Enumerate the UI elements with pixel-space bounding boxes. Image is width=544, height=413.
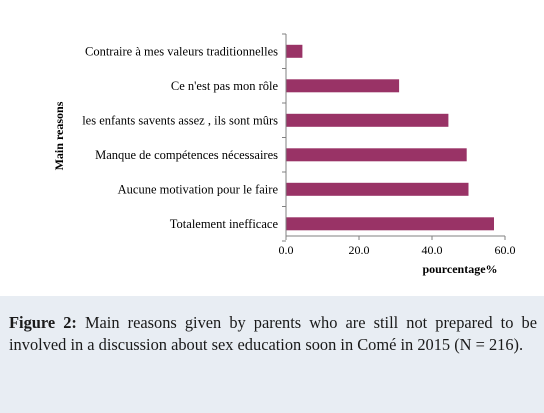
category-label-3: Manque de compétences nécessaires xyxy=(95,148,278,162)
category-label-5: Totalement inefficace xyxy=(170,217,279,231)
category-label-4: Aucune motivation pour le faire xyxy=(118,182,279,196)
category-label-2: les enfants savents assez , ils sont mûr… xyxy=(82,113,278,127)
figure-caption: Figure 2: Main reasons given by parents … xyxy=(9,312,537,356)
bar-3 xyxy=(286,148,467,162)
bar-5 xyxy=(286,217,494,231)
bar-1 xyxy=(286,79,400,93)
x-tick-label-0: 0.0 xyxy=(279,243,294,257)
category-label-1: Ce n'est pas mon rôle xyxy=(171,79,279,93)
bar-4 xyxy=(286,182,469,196)
x-tick-label-1: 20.0 xyxy=(349,243,370,257)
x-tick-label-3: 60.0 xyxy=(495,243,516,257)
caption-label: Figure 2: xyxy=(9,313,77,332)
x-axis-title: pourcentage% xyxy=(422,262,497,276)
x-tick-label-2: 40.0 xyxy=(422,243,443,257)
bar-2 xyxy=(286,113,449,127)
category-label-0: Contraire à mes valeurs traditionnelles xyxy=(85,44,278,58)
caption-band xyxy=(0,296,544,413)
bar-chart: Contraire à mes valeurs traditionnelles C… xyxy=(52,33,516,276)
y-axis-title: Main reasons xyxy=(52,101,66,170)
bar-0 xyxy=(286,44,303,58)
chart-panel: Contraire à mes valeurs traditionnelles C… xyxy=(52,33,516,276)
caption-text: Main reasons given by parents who are st… xyxy=(9,313,537,354)
